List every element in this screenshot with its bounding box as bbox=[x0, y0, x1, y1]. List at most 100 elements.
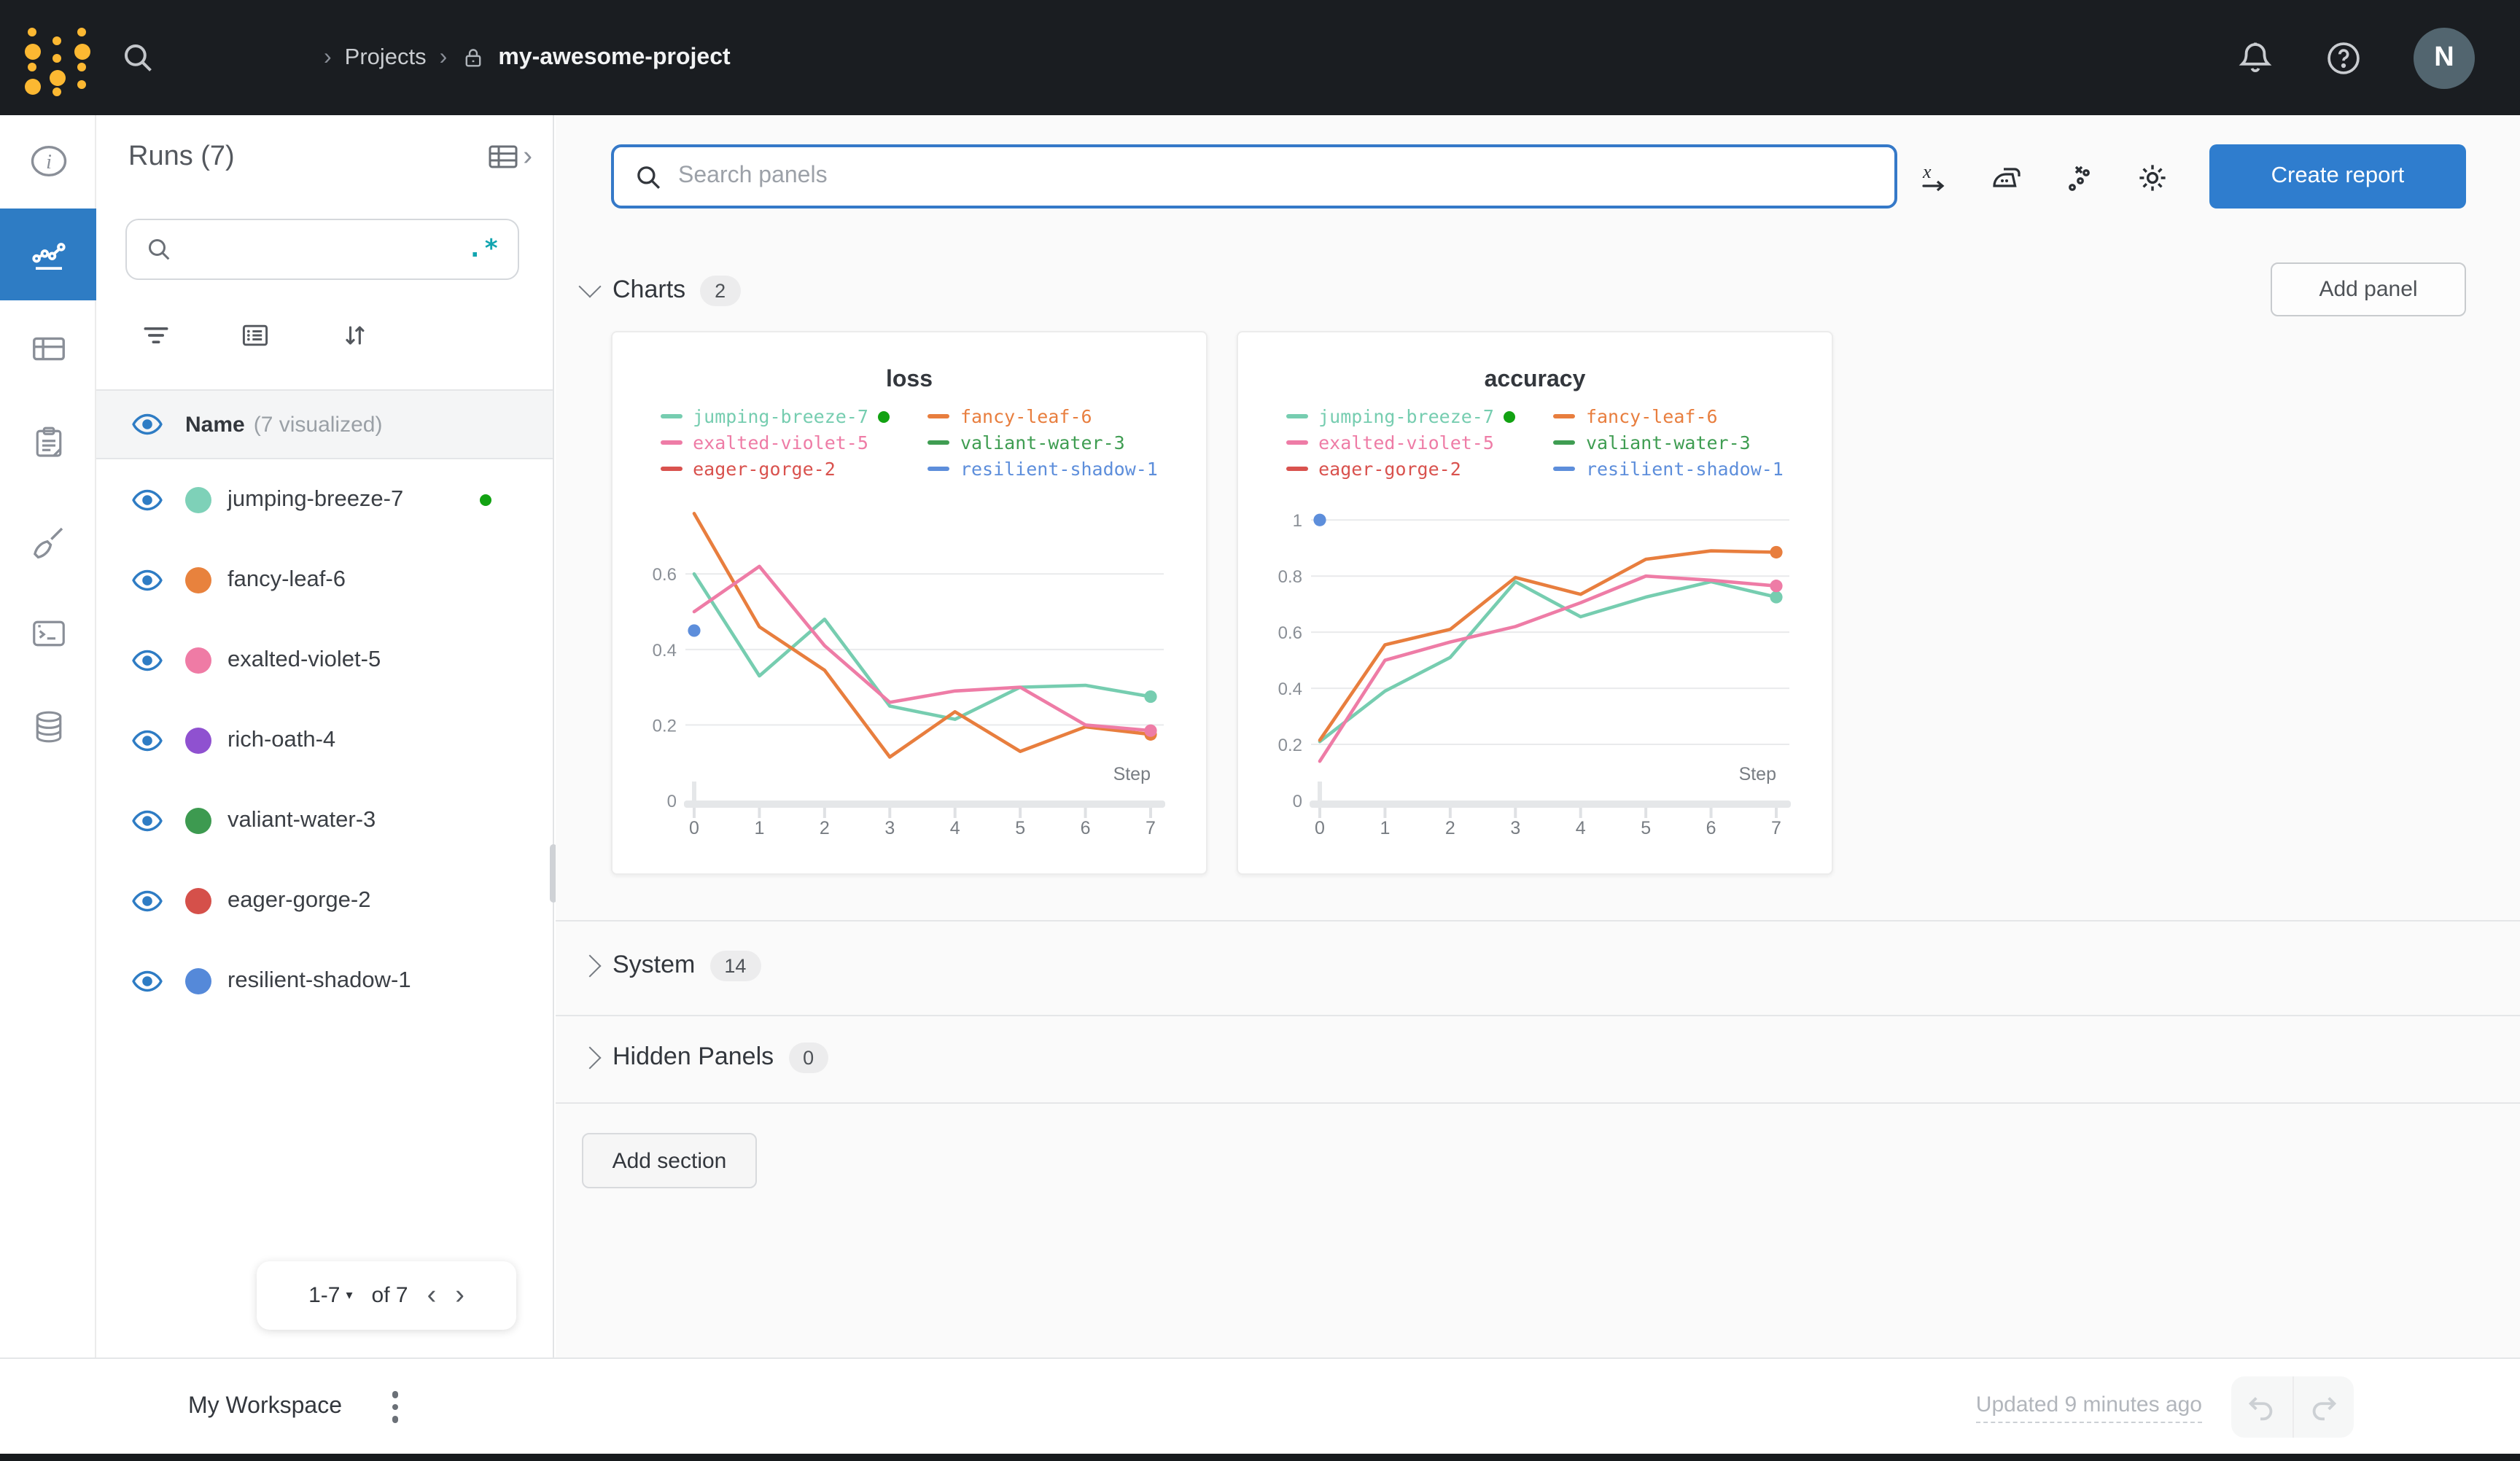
legend-item: fancy-leaf-6 bbox=[928, 405, 1158, 427]
svg-text:0: 0 bbox=[1315, 818, 1325, 838]
visibility-eye-icon[interactable] bbox=[131, 804, 163, 836]
prev-page-button[interactable]: ‹ bbox=[427, 1280, 437, 1311]
visualized-count: (7 visualized) bbox=[253, 412, 383, 437]
help-icon[interactable] bbox=[2325, 39, 2362, 77]
runs-search-input[interactable] bbox=[174, 238, 468, 261]
x-axis-icon[interactable]: x bbox=[1918, 160, 1953, 195]
accuracy-plot: 0 0.2 0.4 0.6 0.8 1 0 1 2 3 4 5 6 7 Step bbox=[1278, 511, 1791, 838]
run-row[interactable]: rich-oath-4 bbox=[96, 700, 553, 780]
section-divider bbox=[556, 920, 2520, 922]
system-section-header[interactable]: System 14 bbox=[578, 936, 761, 994]
run-color-dot bbox=[185, 887, 211, 913]
svg-text:Step: Step bbox=[1739, 764, 1776, 784]
legend-run-name: jumping-breeze-7 bbox=[693, 405, 868, 427]
create-report-button[interactable]: Create report bbox=[2209, 144, 2466, 209]
visibility-eye-icon[interactable] bbox=[131, 564, 163, 596]
legend-run-name: exalted-violet-5 bbox=[1318, 432, 1494, 453]
loss-panel[interactable]: loss jumping-breeze-7 fancy-leaf-6 exalted-… bbox=[611, 331, 1208, 875]
chart-title: loss bbox=[885, 367, 933, 392]
legend-color-dash bbox=[1553, 466, 1576, 472]
notifications-bell-icon[interactable] bbox=[2236, 38, 2275, 77]
group-list-icon[interactable] bbox=[230, 311, 280, 360]
run-color-dot bbox=[185, 967, 211, 994]
breadcrumb-separator: › bbox=[439, 44, 448, 69]
regex-toggle-icon[interactable]: .* bbox=[467, 235, 500, 264]
visibility-eye-icon[interactable] bbox=[131, 884, 163, 916]
visibility-eye-icon[interactable] bbox=[131, 965, 163, 997]
legend-run-name: eager-gorge-2 bbox=[693, 458, 836, 480]
visibility-eye-icon[interactable] bbox=[131, 644, 163, 676]
legend-item: exalted-violet-5 bbox=[661, 432, 890, 453]
next-page-button[interactable]: › bbox=[455, 1280, 464, 1311]
wandb-logo-icon[interactable] bbox=[22, 22, 92, 96]
run-row[interactable]: fancy-leaf-6 bbox=[96, 539, 553, 620]
page-range-dropdown[interactable]: 1-7 ▾ bbox=[308, 1283, 353, 1308]
workspace-chart-icon[interactable] bbox=[0, 209, 96, 300]
visibility-eye-icon[interactable] bbox=[131, 724, 163, 756]
svg-text:0: 0 bbox=[1293, 792, 1302, 811]
svg-text:0.2: 0.2 bbox=[653, 716, 677, 736]
svg-text:Step: Step bbox=[1113, 764, 1151, 784]
svg-text:1: 1 bbox=[1380, 818, 1390, 838]
filter-icon[interactable] bbox=[131, 311, 181, 360]
breadcrumb-project-name[interactable]: my-awesome-project bbox=[498, 44, 731, 69]
visibility-eye-icon[interactable] bbox=[131, 408, 163, 440]
expand-runs-table-button[interactable]: › bbox=[485, 140, 532, 175]
svg-text:3: 3 bbox=[1510, 818, 1520, 838]
run-row[interactable]: resilient-shadow-1 bbox=[96, 940, 553, 1021]
svg-text:0.6: 0.6 bbox=[653, 565, 677, 585]
avatar[interactable]: N bbox=[2414, 28, 2475, 89]
accuracy-panel[interactable]: accuracy jumping-breeze-7 fancy-leaf-6 exal… bbox=[1237, 331, 1833, 875]
legend-item: fancy-leaf-6 bbox=[1553, 405, 1784, 427]
chart-legend: jumping-breeze-7 fancy-leaf-6 exalted-viol… bbox=[612, 405, 1206, 480]
legend-color-dash bbox=[1553, 440, 1576, 445]
svg-text:0: 0 bbox=[667, 792, 677, 811]
settings-gear-icon[interactable] bbox=[2135, 160, 2170, 195]
svg-text:i: i bbox=[45, 150, 51, 173]
svg-text:2: 2 bbox=[1445, 818, 1455, 838]
section-label: System bbox=[612, 951, 696, 978]
breadcrumb-projects-link[interactable]: Projects bbox=[344, 44, 427, 69]
smoothing-iron-icon[interactable] bbox=[1989, 160, 2024, 195]
sidebar-resize-handle[interactable] bbox=[550, 844, 557, 903]
artifacts-database-icon[interactable] bbox=[0, 685, 96, 767]
overview-info-icon[interactable]: i bbox=[0, 120, 96, 201]
legend-item: exalted-violet-5 bbox=[1286, 432, 1516, 453]
run-row[interactable]: eager-gorge-2 bbox=[96, 860, 553, 940]
run-row[interactable]: jumping-breeze-7 bbox=[96, 459, 553, 539]
section-count-badge: 0 bbox=[788, 1042, 829, 1072]
redo-icon[interactable] bbox=[2292, 1376, 2354, 1438]
add-section-button[interactable]: Add section bbox=[582, 1133, 757, 1188]
reports-clipboard-icon[interactable] bbox=[0, 401, 96, 483]
kebab-menu-icon[interactable] bbox=[376, 1384, 414, 1430]
add-panel-button[interactable]: Add panel bbox=[2271, 262, 2466, 316]
chart-title: accuracy bbox=[1484, 367, 1586, 392]
run-row[interactable]: valiant-water-3 bbox=[96, 780, 553, 860]
legend-run-name: resilient-shadow-1 bbox=[1585, 458, 1784, 480]
hidden-panels-section-header[interactable]: Hidden Panels 0 bbox=[578, 1028, 829, 1086]
legend-color-dash bbox=[1553, 413, 1576, 419]
panel-search-box bbox=[611, 144, 1897, 209]
name-column-label: Name bbox=[185, 412, 245, 437]
charts-section-header[interactable]: Charts 2 bbox=[578, 261, 741, 319]
search-icon[interactable] bbox=[120, 39, 156, 76]
legend-run-name: eager-gorge-2 bbox=[1318, 458, 1461, 480]
runs-sidebar: Runs (7) › .* Name (7 visualize bbox=[96, 115, 557, 1357]
breadcrumb-separator: › bbox=[324, 44, 332, 69]
legend-color-dash bbox=[928, 466, 950, 472]
updated-timestamp[interactable]: Updated 9 minutes ago bbox=[1975, 1359, 2202, 1455]
run-row[interactable]: exalted-violet-5 bbox=[96, 620, 553, 700]
legend-color-dash bbox=[661, 440, 683, 445]
visibility-eye-icon[interactable] bbox=[131, 483, 163, 515]
runs-table-icon[interactable] bbox=[0, 308, 96, 389]
panel-search-input[interactable] bbox=[678, 163, 1875, 190]
outliers-icon[interactable] bbox=[2062, 160, 2097, 195]
undo-icon[interactable] bbox=[2231, 1376, 2292, 1438]
sort-icon[interactable] bbox=[330, 311, 379, 360]
sweeps-broom-icon[interactable] bbox=[0, 500, 96, 582]
legend-item: resilient-shadow-1 bbox=[928, 458, 1158, 480]
nav-rail: i bbox=[0, 115, 96, 1357]
svg-text:4: 4 bbox=[1576, 818, 1586, 838]
terminal-icon[interactable] bbox=[0, 592, 96, 674]
